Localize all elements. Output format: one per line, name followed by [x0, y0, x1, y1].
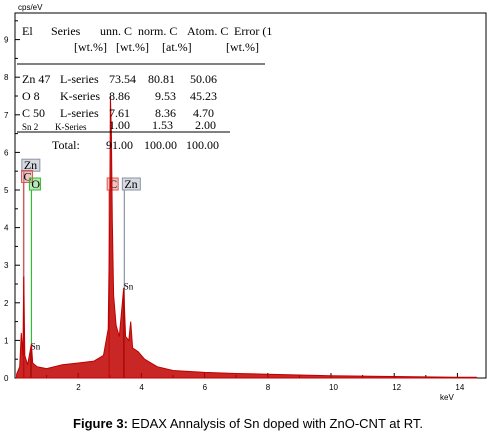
marker-label-zn: Zn: [124, 177, 137, 191]
x-tick-label: 2: [76, 383, 81, 392]
table-row-zn-el: Zn 47: [22, 72, 50, 86]
table-row-o-el: O 8: [22, 89, 40, 103]
table-row-sn-el: Sn 2: [22, 122, 38, 132]
y-tick-label: 5: [4, 186, 9, 195]
x-axis-label: keV: [440, 393, 454, 402]
table-row-c-unn: 7.61: [109, 106, 130, 120]
table-row-zn-series: L-series: [60, 72, 99, 86]
marker-label-box: [21, 158, 41, 172]
x-tick-label: 8: [266, 383, 271, 392]
table-unit-atom: [at.%]: [162, 40, 192, 54]
figure-caption: Figure 3: EDAX Annalysis of Sn doped wit…: [0, 416, 496, 431]
y-tick-label: 3: [4, 261, 9, 270]
y-tick-label: 6: [4, 148, 9, 157]
y-tick-label: 7: [4, 111, 9, 120]
table-header-el: El: [22, 24, 33, 38]
x-tick-label: 12: [392, 383, 401, 392]
plot-frame: [14, 12, 487, 379]
y-tick-label: 8: [4, 73, 9, 82]
table-row-zn-norm: 80.81: [148, 72, 175, 86]
table-row-sn-unn: 1.00: [109, 118, 130, 132]
marker-label-c: C: [109, 177, 117, 191]
table-header-error: Error (1: [234, 24, 272, 38]
marker-label-zn: Zn: [24, 158, 37, 172]
marker-label-sn: Sn: [124, 282, 134, 292]
table-row-zn-unn: 73.54: [109, 72, 136, 86]
table-unit-unn: [wt.%]: [74, 40, 107, 54]
table-header-series: Series: [51, 24, 81, 38]
marker-label-box: [106, 177, 119, 191]
y-tick-label: 1: [4, 336, 9, 345]
table-unit-norm: [wt.%]: [116, 40, 149, 54]
marker-label-o: O: [31, 177, 40, 191]
table-row-zn-atom: 50.06: [190, 72, 217, 86]
y-unit-label: cps/eV: [18, 3, 43, 12]
marker-label-c: C: [24, 169, 32, 183]
marker-label-box: [121, 177, 141, 191]
table-row-sn-series: K-Series: [55, 122, 87, 132]
marker-label-sn: Sn: [31, 342, 41, 352]
spectrum-trace: [16, 95, 477, 379]
marker-label-box: [21, 169, 34, 183]
marker-label-box: [28, 177, 41, 191]
table-row-o-series: K-series: [60, 89, 100, 103]
table-row-c-norm: 8.36: [155, 106, 176, 120]
quantification-table: El Series unn. C norm. C Atom. C Error (…: [17, 24, 272, 152]
table-row-o-atom: 45.23: [190, 89, 217, 103]
y-ticks: 0 1 2 3 4 5 6 7 8 9: [4, 20, 20, 383]
x-tick-label: 6: [203, 383, 208, 392]
table-total-unn: 91.00: [106, 138, 133, 152]
y-tick-label: 2: [4, 299, 9, 308]
table-total-label: Total:: [52, 138, 80, 152]
table-total-norm: 100.00: [144, 138, 177, 152]
table-total-atom: 100.00: [186, 138, 219, 152]
table-row-sn-atom: 2.00: [195, 118, 216, 132]
y-tick-label: 9: [4, 36, 9, 45]
x-tick-label: 14: [455, 383, 464, 392]
table-row-o-norm: 9.53: [155, 89, 176, 103]
table-row-c-el: C 50: [22, 106, 45, 120]
table-header-norm: norm. C: [138, 24, 177, 38]
y-tick-label: 4: [4, 224, 9, 233]
table-row-sn-norm: 1.53: [152, 118, 173, 132]
caption-label: Figure 3:: [73, 416, 128, 431]
x-tick-label: 10: [329, 383, 338, 392]
table-row-c-atom: 4.70: [193, 106, 214, 120]
table-unit-error: [wt.%]: [226, 40, 259, 54]
caption-text: EDAX Annalysis of Sn doped with ZnO-CNT …: [131, 416, 423, 431]
table-header-unn: unn. C: [100, 24, 132, 38]
table-row-o-unn: 8.86: [109, 89, 130, 103]
y-tick-label: 0: [4, 374, 9, 383]
table-row-c-series: L-series: [60, 106, 99, 120]
x-tick-label: 4: [139, 383, 144, 392]
table-header-atom: Atom. C: [187, 24, 228, 38]
